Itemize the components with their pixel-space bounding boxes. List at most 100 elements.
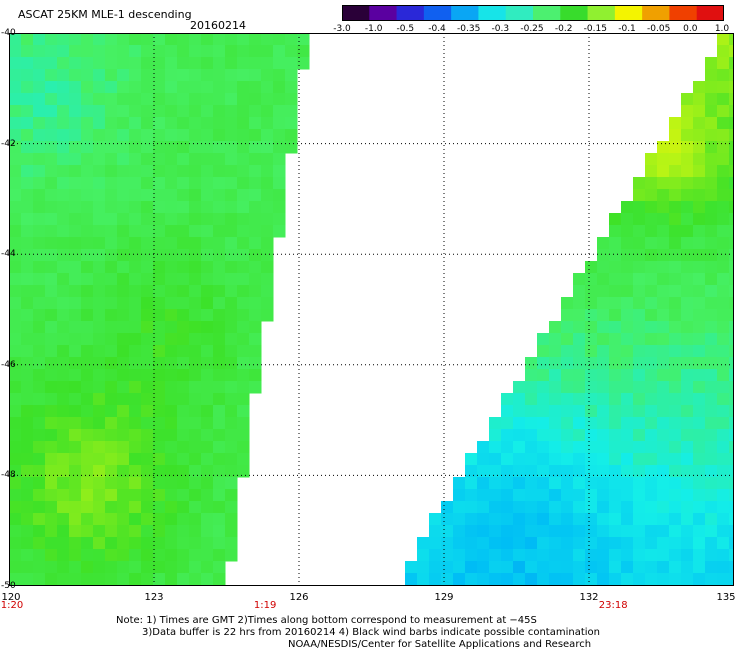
swath-cell xyxy=(513,549,526,562)
swath-cell xyxy=(669,381,682,394)
swath-cell xyxy=(693,273,706,286)
swath-cell xyxy=(93,549,106,562)
swath-cell xyxy=(141,549,154,562)
swath-cell xyxy=(237,69,250,82)
swath-cell xyxy=(33,273,46,286)
swath-cell xyxy=(657,345,670,358)
swath-cell xyxy=(681,369,694,382)
swath-cell xyxy=(45,117,58,130)
swath-cell xyxy=(9,237,22,250)
swath-cell xyxy=(189,129,202,142)
swath-cell xyxy=(21,117,34,130)
swath-cell xyxy=(669,285,682,298)
swath-cell xyxy=(597,429,610,442)
swath-cell xyxy=(645,333,658,346)
swath-cell xyxy=(585,333,598,346)
swath-cell xyxy=(501,513,514,526)
swath-cell xyxy=(597,453,610,466)
swath-cell xyxy=(21,537,34,550)
swath-cell xyxy=(105,369,118,382)
swath-cell xyxy=(129,165,142,178)
swath-cell xyxy=(21,213,34,226)
swath-cell xyxy=(237,141,250,154)
swath-cell xyxy=(657,357,670,370)
swath-cell xyxy=(645,309,658,322)
swath-cell xyxy=(645,489,658,502)
swath-cell xyxy=(597,249,610,262)
swath-cell xyxy=(669,117,682,130)
swath-cell xyxy=(597,261,610,274)
swath-cell xyxy=(261,285,274,298)
swath-cell xyxy=(705,93,718,106)
colorbar-tick-label: -0.05 xyxy=(647,24,671,34)
swath-cell xyxy=(21,297,34,310)
swath-cell xyxy=(213,405,226,418)
swath-cell xyxy=(93,513,106,526)
swath-cell xyxy=(141,405,154,418)
swath-cell xyxy=(33,429,46,442)
swath-cell xyxy=(93,33,106,46)
swath-cell xyxy=(237,189,250,202)
swath-cell xyxy=(93,45,106,58)
swath-cell xyxy=(621,561,634,574)
swath-cell xyxy=(621,537,634,550)
swath-cell xyxy=(513,489,526,502)
swath-cell xyxy=(561,525,574,538)
swath-cell xyxy=(525,573,538,586)
swath-cell xyxy=(717,417,730,430)
swath-cell xyxy=(513,561,526,574)
swath-cell xyxy=(237,201,250,214)
swath-cell xyxy=(69,369,82,382)
swath-cell xyxy=(141,57,154,70)
swath-cell xyxy=(681,213,694,226)
colorbar-tick-label: -0.4 xyxy=(428,24,446,34)
swath-cell xyxy=(609,237,622,250)
swath-cell xyxy=(597,297,610,310)
swath-cell xyxy=(549,549,562,562)
swath-cell xyxy=(621,429,634,442)
swath-cell xyxy=(285,93,298,106)
swath-cell xyxy=(81,105,94,118)
swath-cell xyxy=(189,45,202,58)
swath-cell xyxy=(669,537,682,550)
colorbar-tick-label: -1.0 xyxy=(364,24,383,34)
swath-cell xyxy=(153,273,166,286)
swath-cell xyxy=(105,141,118,154)
swath-cell xyxy=(153,357,166,370)
swath-cell xyxy=(165,201,178,214)
swath-cell xyxy=(141,249,154,262)
swath-cell xyxy=(273,213,286,226)
swath-cell xyxy=(201,465,214,478)
swath-cell xyxy=(141,285,154,298)
swath-cell xyxy=(729,345,734,358)
colorbar-swatch xyxy=(533,5,561,21)
swath-cell xyxy=(573,489,586,502)
swath-cell xyxy=(513,513,526,526)
swath-cell xyxy=(729,477,734,490)
swath-cell xyxy=(681,177,694,190)
swath-cell xyxy=(225,417,238,430)
swath-cell xyxy=(669,345,682,358)
swath-cell xyxy=(9,225,22,238)
swath-cell xyxy=(585,393,598,406)
swath-cell xyxy=(573,273,586,286)
swath-cell xyxy=(597,513,610,526)
swath-cell xyxy=(237,57,250,70)
swath-cell xyxy=(669,453,682,466)
swath-cell xyxy=(249,381,262,394)
swath-cell xyxy=(189,537,202,550)
swath-cell xyxy=(213,573,226,586)
swath-cell xyxy=(141,225,154,238)
swath-cell xyxy=(237,273,250,286)
swath-cell xyxy=(105,69,118,82)
swath-cell xyxy=(45,549,58,562)
swath-cell xyxy=(645,453,658,466)
swath-cell xyxy=(177,141,190,154)
swath-cell xyxy=(705,141,718,154)
swath-cell xyxy=(681,297,694,310)
swath-cell xyxy=(93,69,106,82)
swath-cell xyxy=(57,285,70,298)
swath-cell xyxy=(81,309,94,322)
swath-cell xyxy=(9,333,22,346)
swath-cell xyxy=(141,273,154,286)
